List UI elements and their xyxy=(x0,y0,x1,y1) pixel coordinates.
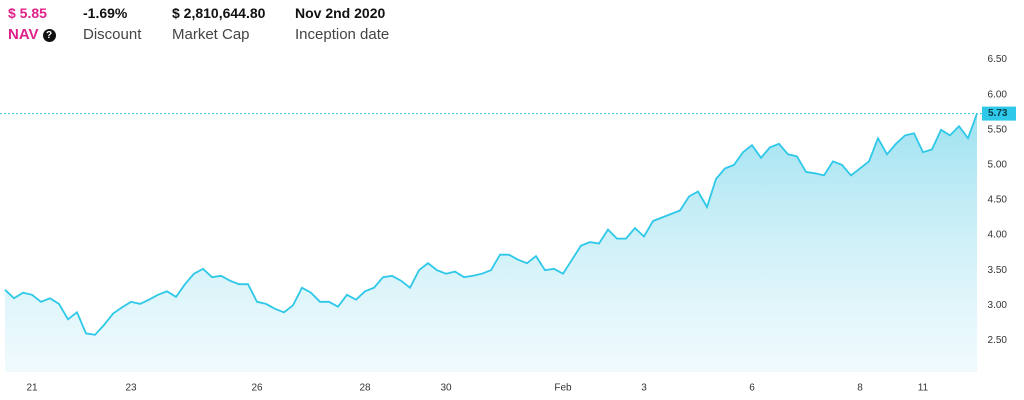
y-tick-label: 4.00 xyxy=(988,230,1008,241)
y-tick-label: 5.50 xyxy=(988,124,1008,135)
stat-value: -1.69% xyxy=(83,5,128,21)
y-tick-label: 4.50 xyxy=(988,195,1008,206)
stat-label: NAV? xyxy=(8,24,56,46)
stat-label: Discount xyxy=(83,26,142,43)
stat-label: Inception date xyxy=(295,26,390,43)
x-tick-label: 26 xyxy=(251,383,263,394)
stat-market-cap: $ 2,810,644.80 Market Cap xyxy=(172,4,265,46)
stat-nav: $ 5.85 NAV? xyxy=(8,4,56,46)
y-tick-label: 3.50 xyxy=(988,265,1008,276)
x-tick-label: 28 xyxy=(359,383,371,394)
line xyxy=(4,113,978,336)
y-tick-label: 6.00 xyxy=(988,89,1008,100)
x-tick-label: 3 xyxy=(641,383,647,394)
x-tick-label: 30 xyxy=(440,383,452,394)
x-tick-label: Feb xyxy=(554,383,572,394)
stat-value: Nov 2nd 2020 xyxy=(295,5,386,21)
last-value-badge xyxy=(982,106,1016,121)
help-icon[interactable]: ? xyxy=(42,29,56,42)
x-tick-label: 8 xyxy=(857,383,863,394)
y-tick-label: 3.00 xyxy=(988,300,1008,311)
area xyxy=(5,113,977,372)
x-tick-label: 21 xyxy=(26,383,38,394)
y-tick-label: 5.00 xyxy=(988,159,1008,170)
x-tick-label: 6 xyxy=(749,383,755,394)
x-tick-label: 11 xyxy=(918,383,929,394)
stat-inception: Nov 2nd 2020 Inception date xyxy=(295,4,389,46)
stat-value: $ 2,810,644.80 xyxy=(172,5,266,21)
stat-label-text: NAV xyxy=(8,26,39,43)
stat-value: $ 5.85 xyxy=(8,5,47,21)
y-tick-label: 6.50 xyxy=(988,54,1008,65)
stat-discount: -1.69% Discount xyxy=(83,4,141,46)
last-value-label: 5.73 xyxy=(988,108,1008,119)
x-tick-label: 23 xyxy=(125,383,137,394)
y-tick-label: 2.50 xyxy=(988,335,1008,346)
stat-label: Market Cap xyxy=(172,26,250,43)
